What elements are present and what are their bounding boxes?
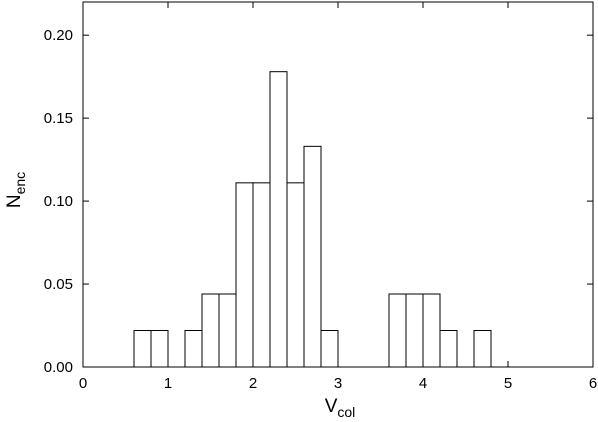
y-tick-label: 0.15: [44, 110, 73, 127]
y-tick-label: 0.05: [44, 276, 73, 293]
y-axis-label: Nenc: [4, 172, 28, 208]
bar: [422, 293, 441, 368]
y-tick-label: 0.20: [44, 27, 73, 44]
x-axis-label-main: V: [325, 396, 338, 417]
bar: [150, 330, 169, 368]
bar: [269, 71, 288, 368]
y-tick-label: 0.10: [44, 193, 73, 210]
bar: [252, 182, 271, 368]
bar: [303, 145, 322, 368]
x-tick-label: 3: [334, 375, 342, 392]
x-tick-label: 4: [419, 375, 427, 392]
x-axis-label: Vcol: [325, 396, 356, 420]
bar: [133, 330, 152, 368]
bar: [320, 330, 339, 368]
x-tick-label: 6: [589, 375, 597, 392]
x-axis-label-sub: col: [337, 404, 355, 420]
bar: [286, 182, 305, 368]
plot-frame: [82, 1, 594, 368]
bar: [439, 330, 458, 368]
bar: [388, 293, 407, 368]
y-axis-label-main: N: [4, 194, 25, 208]
bar: [201, 293, 220, 368]
bar: [218, 293, 237, 368]
y-tick-label: 0.00: [44, 359, 73, 376]
y-axis-label-sub: enc: [12, 172, 28, 195]
x-tick-label: 2: [249, 375, 257, 392]
bar: [473, 330, 492, 368]
bar: [184, 330, 203, 368]
x-tick-label: 5: [504, 375, 512, 392]
bar: [405, 293, 424, 368]
x-tick-label: 1: [164, 375, 172, 392]
x-tick-label: 0: [79, 375, 87, 392]
bar: [235, 182, 254, 368]
